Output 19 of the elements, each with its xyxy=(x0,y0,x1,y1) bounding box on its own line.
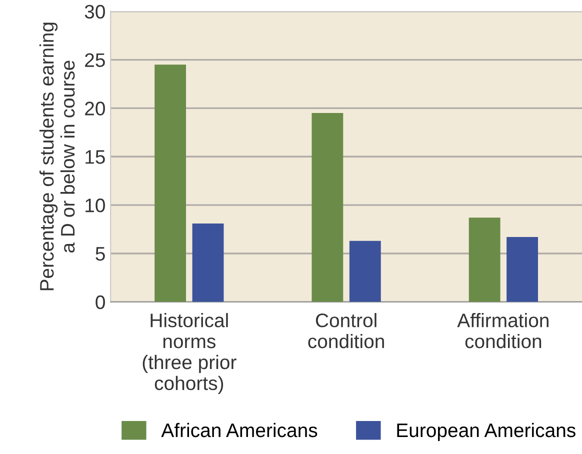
legend-label: European Americans xyxy=(397,422,576,442)
y-tick-label: 15 xyxy=(86,150,105,164)
x-tick-label: Control condition xyxy=(308,313,384,348)
y-axis-title: Percentage of students earning a D or below in course xyxy=(39,22,75,290)
y-tick-label: 10 xyxy=(86,198,105,212)
x-tick-label: Affirmation condition xyxy=(457,313,548,348)
y-tick-label: 0 xyxy=(96,295,105,310)
bar xyxy=(154,64,186,302)
y-tick-label: 20 xyxy=(85,102,105,116)
legend-label: African Americans xyxy=(161,422,318,438)
bar xyxy=(192,223,224,302)
bar xyxy=(312,113,344,302)
bar xyxy=(349,240,381,302)
y-tick-label: 25 xyxy=(85,53,105,68)
y-tick-label: 5 xyxy=(96,247,105,261)
y-tick-label: 30 xyxy=(84,4,105,19)
bar xyxy=(468,218,500,302)
bar xyxy=(506,237,538,302)
x-tick-label: Historical norms (three prior cohorts) xyxy=(142,313,236,394)
